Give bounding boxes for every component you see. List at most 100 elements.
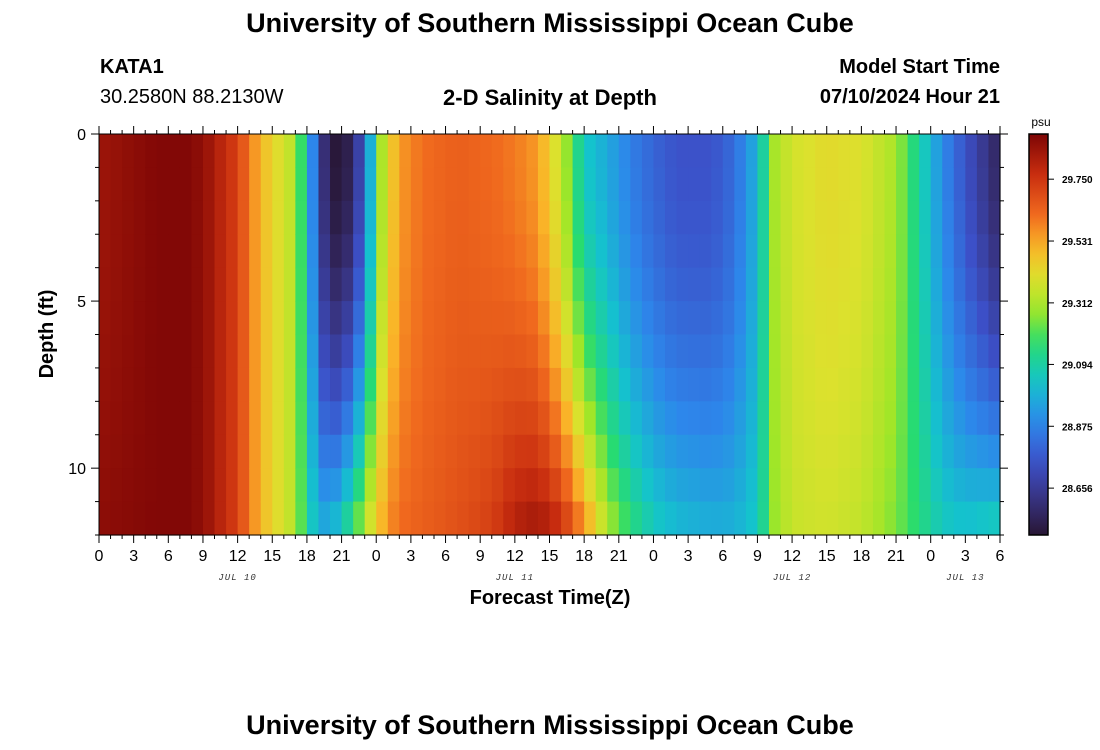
heatmap-cell <box>792 468 805 503</box>
heatmap-cell <box>457 234 470 269</box>
heatmap-cell <box>630 301 643 336</box>
heatmap-cell <box>295 200 308 235</box>
heatmap-cell <box>884 134 897 169</box>
heatmap-cell <box>341 234 354 269</box>
heatmap-cell <box>815 501 828 536</box>
heatmap-cell <box>988 301 1001 336</box>
heatmap-cell <box>503 334 516 369</box>
x-tick-label: 12 <box>506 548 524 565</box>
heatmap-cell <box>399 501 412 536</box>
heatmap-cell <box>503 501 516 536</box>
heatmap-cell <box>295 468 308 503</box>
x-tick-label: 15 <box>263 548 281 565</box>
heatmap-cell <box>341 200 354 235</box>
heatmap-cell <box>942 501 955 536</box>
heatmap-cell <box>537 234 551 269</box>
heatmap-cell <box>826 401 839 436</box>
heatmap-cell <box>757 134 770 169</box>
heatmap-cell <box>919 301 932 336</box>
heatmap-cell <box>364 134 377 169</box>
heatmap-cell <box>630 434 643 469</box>
heatmap-cell <box>976 134 990 169</box>
heatmap-cell <box>549 468 562 503</box>
heatmap-cell <box>988 167 1001 202</box>
heatmap-cell <box>422 267 435 302</box>
heatmap-cell <box>722 234 735 269</box>
heatmap-cell <box>688 301 701 336</box>
heatmap-cell <box>410 234 424 269</box>
heatmap-cell <box>930 401 943 436</box>
heatmap-cell <box>965 367 978 402</box>
heatmap-cell <box>584 501 597 536</box>
heatmap-cell <box>942 334 955 369</box>
heatmap-cell <box>179 468 193 503</box>
heatmap-cell <box>191 501 204 536</box>
heatmap-cell <box>145 267 158 302</box>
heatmap-cell <box>757 301 770 336</box>
heatmap-cell <box>179 267 193 302</box>
heatmap-cell <box>468 334 481 369</box>
heatmap-cell <box>838 401 851 436</box>
heatmap-cell <box>295 134 308 169</box>
heatmap-cell <box>133 434 146 469</box>
heatmap-cell <box>711 301 724 336</box>
heatmap-cell <box>618 301 631 336</box>
heatmap-cell <box>226 468 239 503</box>
heatmap-cell <box>630 134 643 169</box>
heatmap-cell <box>711 468 724 503</box>
heatmap-cell <box>792 501 805 536</box>
heatmap-cell <box>364 434 377 469</box>
heatmap-cell <box>503 267 516 302</box>
heatmap-cell <box>179 334 193 369</box>
heatmap-cell <box>99 134 112 169</box>
x-tick-label: 18 <box>852 548 870 565</box>
heatmap-cell <box>376 501 389 536</box>
heatmap-cell <box>849 468 862 503</box>
heatmap-cell <box>803 434 816 469</box>
heatmap-cell <box>618 334 631 369</box>
heatmap-cell <box>572 401 585 436</box>
heatmap-cell <box>503 301 516 336</box>
heatmap-cell <box>226 301 239 336</box>
heatmap-cell <box>965 234 978 269</box>
heatmap-cell <box>410 301 424 336</box>
heatmap-cell <box>341 468 354 503</box>
heatmap-cell <box>133 367 146 402</box>
heatmap-cell <box>618 434 631 469</box>
heatmap-cell <box>919 267 932 302</box>
heatmap-cell <box>376 468 389 503</box>
heatmap-cell <box>641 267 655 302</box>
heatmap-cell <box>433 267 447 302</box>
heatmap-cell <box>653 200 666 235</box>
heatmap-cell <box>387 200 400 235</box>
heatmap-cell <box>306 367 320 402</box>
heatmap-cell <box>722 501 735 536</box>
heatmap-cell <box>549 301 562 336</box>
heatmap-cell <box>861 200 874 235</box>
heatmap-cell <box>445 200 458 235</box>
heatmap-cell <box>202 367 216 402</box>
heatmap-cell <box>919 468 932 503</box>
heatmap-cell <box>976 301 990 336</box>
heatmap-cell <box>445 267 458 302</box>
heatmap-cell <box>272 134 285 169</box>
heatmap-cell <box>976 401 990 436</box>
heatmap-cell <box>433 367 447 402</box>
heatmap-cell <box>491 234 504 269</box>
heatmap-cell <box>988 267 1001 302</box>
heatmap-cell <box>745 334 759 369</box>
page-title: University of Southern Mississippi Ocean… <box>246 8 854 38</box>
heatmap-cell <box>699 434 712 469</box>
heatmap-cell <box>676 334 689 369</box>
heatmap-cell <box>607 401 620 436</box>
heatmap-cell <box>676 234 689 269</box>
heatmap-cell <box>387 301 400 336</box>
heatmap-cell <box>745 367 759 402</box>
heatmap-cell <box>353 468 366 503</box>
heatmap-cell <box>745 401 759 436</box>
heatmap-cell <box>780 367 793 402</box>
heatmap-cell <box>237 401 250 436</box>
heatmap-cell <box>838 167 851 202</box>
y-tick-label: 10 <box>68 461 86 478</box>
heatmap-cell <box>607 134 620 169</box>
